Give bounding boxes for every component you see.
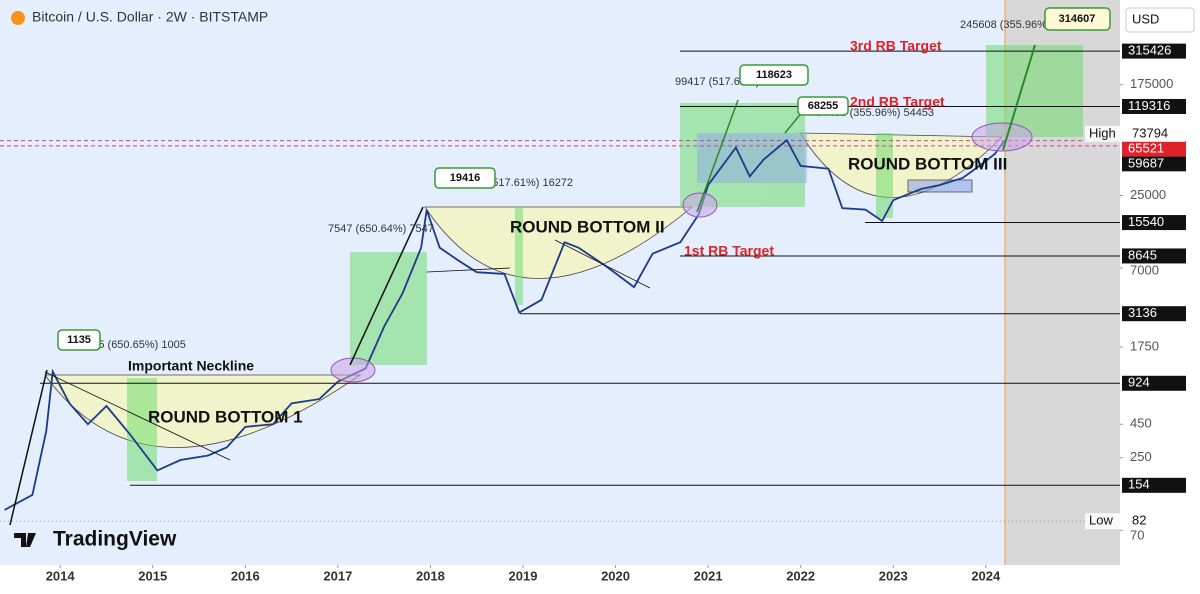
trend-line (426, 267, 511, 273)
price-label: 59687 (1128, 155, 1164, 170)
price-label: 15540 (1128, 214, 1164, 229)
callout-box (57, 329, 101, 351)
x-tick-label: 2014 (46, 568, 76, 583)
target-zone (350, 252, 427, 365)
time-scale (0, 565, 1120, 589)
pattern-label: ROUND BOTTOM 1 (148, 407, 303, 426)
price-label-box (1122, 375, 1186, 391)
target-label: 3rd RB Target (850, 38, 942, 54)
target-label: 2nd RB Target (850, 94, 945, 110)
callout-boxes (57, 7, 1111, 351)
callout-box (797, 96, 849, 116)
measure-label: 1005 (650.65%) 1005 (80, 339, 186, 351)
breakout-ellipse (330, 357, 376, 383)
y-tick-label: 25000 (1130, 187, 1166, 202)
pattern-label: ROUND BOTTOM II (510, 217, 665, 236)
price-label-box (1122, 215, 1186, 231)
x-tick-label: 2015 (138, 568, 167, 583)
price-label: 3136 (1128, 305, 1157, 320)
y-tick-label: 175000 (1130, 76, 1173, 91)
price-label-box (1122, 306, 1186, 322)
target-label: 1st RB Target (684, 243, 774, 259)
price-label: 315426 (1128, 43, 1171, 58)
round-bottom-shape (44, 374, 362, 448)
plot-background (0, 0, 1120, 565)
target-zone (986, 45, 1083, 137)
x-tick-label: 2018 (416, 568, 445, 583)
callout-label: 118623 (756, 69, 792, 81)
logo-icon (14, 533, 36, 547)
callout-label: 1135 (67, 334, 91, 346)
chart-title: Bitcoin / U.S. Dollar · 2W · BITSTAMP (32, 9, 268, 25)
low-tag: Low (1089, 513, 1113, 528)
y-tick-label: 1750 (1130, 338, 1159, 353)
callout-box (739, 64, 809, 86)
target-zone (515, 207, 523, 305)
arrow (349, 206, 424, 366)
callout-label: 314607 (1059, 13, 1096, 25)
arrow (1002, 44, 1036, 151)
breakout-ellipse (971, 122, 1033, 152)
arrows (9, 44, 1036, 526)
callout-box (434, 167, 496, 189)
x-tick-label: 2021 (694, 568, 723, 583)
price-label-box (1122, 477, 1186, 493)
x-tick-label: 2016 (231, 568, 260, 583)
x-tick-label: 2020 (601, 568, 630, 583)
high-value: 73794 (1132, 125, 1168, 140)
price-label: 8645 (1128, 247, 1157, 262)
price-label-box (1122, 248, 1186, 264)
callout-box (1044, 7, 1111, 31)
logo-text: TradingView (53, 528, 177, 551)
price-label-box (1085, 125, 1185, 142)
low-value: 82 (1132, 513, 1146, 528)
price-label-box (1122, 156, 1186, 172)
series (4, 138, 1006, 511)
y-tick-label: 70 (1130, 528, 1144, 543)
measure-label: 7547 (650.64%) 7547 (328, 223, 434, 235)
callout-label: 19416 (450, 172, 481, 184)
x-tick-label: 2017 (323, 568, 352, 583)
x-tick-label: 2023 (879, 568, 908, 583)
pattern-label: ROUND BOTTOM III (848, 154, 1007, 173)
currency-label[interactable]: USD (1132, 11, 1159, 26)
high-tag: High (1089, 125, 1116, 140)
coin-icon (11, 11, 25, 25)
price-line (4, 138, 1006, 511)
price-label-box (1122, 98, 1186, 114)
price-label-box (1122, 141, 1186, 157)
trend-line (44, 371, 231, 461)
callout-label: 68255 (808, 100, 839, 112)
price-label: 119316 (1128, 98, 1170, 113)
x-tick-label: 2024 (971, 568, 1001, 583)
currency-box[interactable] (1125, 7, 1195, 33)
levels (0, 50, 1120, 522)
y-tick-label: 7000 (1130, 262, 1159, 277)
target-zone (876, 133, 893, 218)
price-label-box (1122, 43, 1186, 59)
trend-line (554, 239, 651, 289)
y-tick-label: 450 (1130, 416, 1152, 431)
neckline-label: Important Neckline (128, 358, 254, 374)
x-tick-label: 2022 (786, 568, 815, 583)
price-label: 154 (1128, 477, 1150, 492)
target-zone (127, 378, 157, 481)
price-label: 65521 (1128, 140, 1164, 155)
round-bottom-shape (424, 206, 694, 279)
price-label-box (1085, 513, 1185, 530)
price-label: 924 (1128, 375, 1150, 390)
arrow (9, 369, 48, 526)
y-tick-label: 250 (1130, 449, 1152, 464)
x-tick-label: 2019 (509, 568, 538, 583)
round-bottom-shape (799, 132, 1003, 198)
arrow (696, 99, 739, 213)
